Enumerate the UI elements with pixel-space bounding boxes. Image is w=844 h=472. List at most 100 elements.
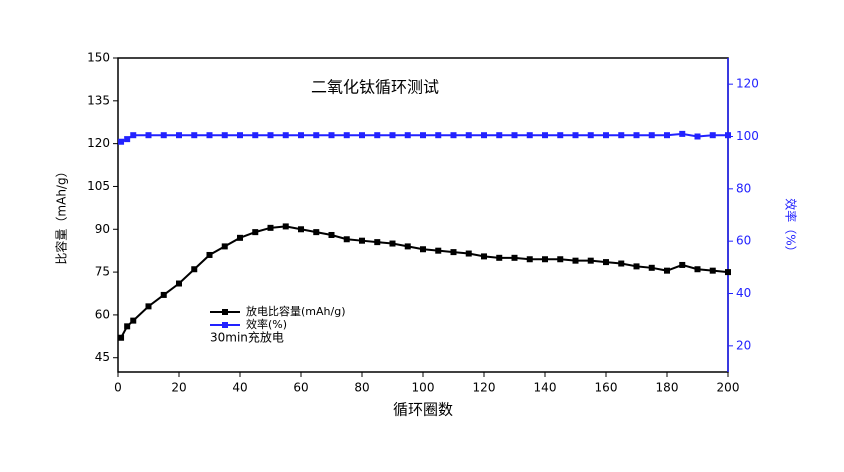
point (496, 132, 503, 139)
point (511, 132, 518, 139)
point (191, 266, 198, 273)
x-tick-label: 160 (595, 381, 618, 395)
point (648, 264, 655, 271)
point (389, 240, 396, 247)
point (603, 259, 609, 266)
point (359, 237, 365, 244)
series-line (120, 225, 729, 339)
point (694, 266, 701, 273)
point (709, 267, 716, 274)
point (118, 334, 125, 341)
x-tick-label: 20 (171, 381, 186, 395)
y2-axis-label: 效率（%） (784, 198, 799, 257)
point (664, 267, 670, 274)
x-tick-label: 60 (293, 381, 308, 395)
point (725, 132, 731, 139)
point (221, 132, 228, 139)
point (511, 254, 518, 261)
x-tick-label: 140 (534, 381, 557, 395)
point (618, 132, 625, 139)
x-axis-label: 循环圈数 (393, 401, 453, 419)
point (130, 132, 137, 139)
point (206, 132, 213, 139)
point (160, 132, 167, 139)
point (252, 132, 259, 139)
point (313, 132, 320, 139)
point (465, 132, 472, 139)
point (237, 234, 243, 241)
point (526, 132, 533, 139)
x-tick-label: 120 (473, 381, 496, 395)
point (633, 263, 640, 270)
y2-tick-label: 80 (736, 181, 751, 195)
point (435, 132, 442, 139)
point (343, 132, 350, 139)
point (404, 243, 411, 250)
point (374, 239, 381, 246)
y-axis-label: 比容量（mAh/g） (54, 165, 69, 264)
y-tick-label: 150 (87, 51, 110, 65)
y2-tick-label: 20 (736, 338, 751, 352)
y2-tick-label: 120 (736, 77, 759, 91)
point (587, 132, 594, 139)
point (298, 132, 304, 139)
y-tick-label: 120 (87, 136, 110, 150)
y-tick-label: 60 (95, 307, 110, 321)
point (572, 257, 579, 264)
point (118, 138, 125, 145)
point (496, 254, 503, 261)
legend-label: 效率(%) (246, 317, 287, 331)
point (389, 132, 396, 139)
x-tick-label: 0 (114, 381, 122, 395)
point (603, 132, 609, 139)
point (313, 229, 320, 236)
point (450, 132, 457, 139)
plot-frame (117, 57, 729, 373)
y-tick-label: 135 (87, 93, 110, 107)
point (648, 132, 655, 139)
point (725, 269, 731, 276)
point (420, 246, 426, 253)
point (679, 130, 686, 137)
y-tick-label: 105 (87, 179, 110, 193)
annotation: 30min充放电 (210, 330, 284, 345)
point (404, 132, 411, 139)
point (633, 132, 640, 139)
point (542, 256, 548, 263)
point (252, 229, 259, 236)
point (176, 132, 182, 139)
point (124, 323, 131, 330)
point (237, 132, 243, 139)
point (618, 260, 625, 267)
point (481, 253, 487, 260)
point (435, 247, 442, 254)
point (572, 132, 579, 139)
point (343, 236, 350, 243)
legend-label: 放电比容量(mAh/g) (246, 304, 345, 318)
point (130, 317, 137, 324)
y-tick-label: 75 (95, 265, 110, 279)
point (328, 132, 335, 139)
point (679, 261, 686, 268)
point (145, 132, 152, 139)
point (145, 303, 152, 310)
y2-tick-label: 60 (736, 234, 751, 248)
x-tick-label: 80 (354, 381, 369, 395)
point (420, 132, 426, 139)
point (664, 132, 670, 139)
point (359, 132, 365, 139)
point (267, 132, 274, 139)
point (282, 132, 289, 139)
point (709, 132, 716, 139)
point (206, 251, 213, 258)
point (191, 132, 198, 139)
x-tick-label: 100 (412, 381, 435, 395)
point (221, 243, 228, 250)
legend-marker (222, 322, 228, 328)
point (557, 132, 564, 139)
x-tick-label: 180 (656, 381, 679, 395)
point (282, 223, 289, 230)
chart-title: 二氧化钛循环测试 (311, 78, 439, 97)
x-tick-label: 200 (717, 381, 740, 395)
